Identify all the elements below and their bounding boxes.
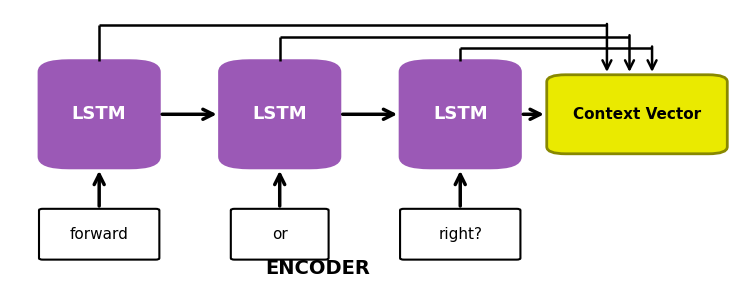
FancyBboxPatch shape xyxy=(547,75,727,154)
FancyBboxPatch shape xyxy=(231,209,328,260)
FancyBboxPatch shape xyxy=(400,61,520,168)
Text: LSTM: LSTM xyxy=(72,105,127,123)
Text: LSTM: LSTM xyxy=(433,105,488,123)
FancyBboxPatch shape xyxy=(39,61,159,168)
Text: Context Vector: Context Vector xyxy=(573,107,701,122)
Text: right?: right? xyxy=(438,227,482,242)
FancyBboxPatch shape xyxy=(39,209,159,260)
Text: ENCODER: ENCODER xyxy=(265,259,370,278)
Text: forward: forward xyxy=(69,227,128,242)
FancyBboxPatch shape xyxy=(400,209,520,260)
Text: LSTM: LSTM xyxy=(252,105,307,123)
Text: or: or xyxy=(272,227,288,242)
FancyBboxPatch shape xyxy=(220,61,340,168)
